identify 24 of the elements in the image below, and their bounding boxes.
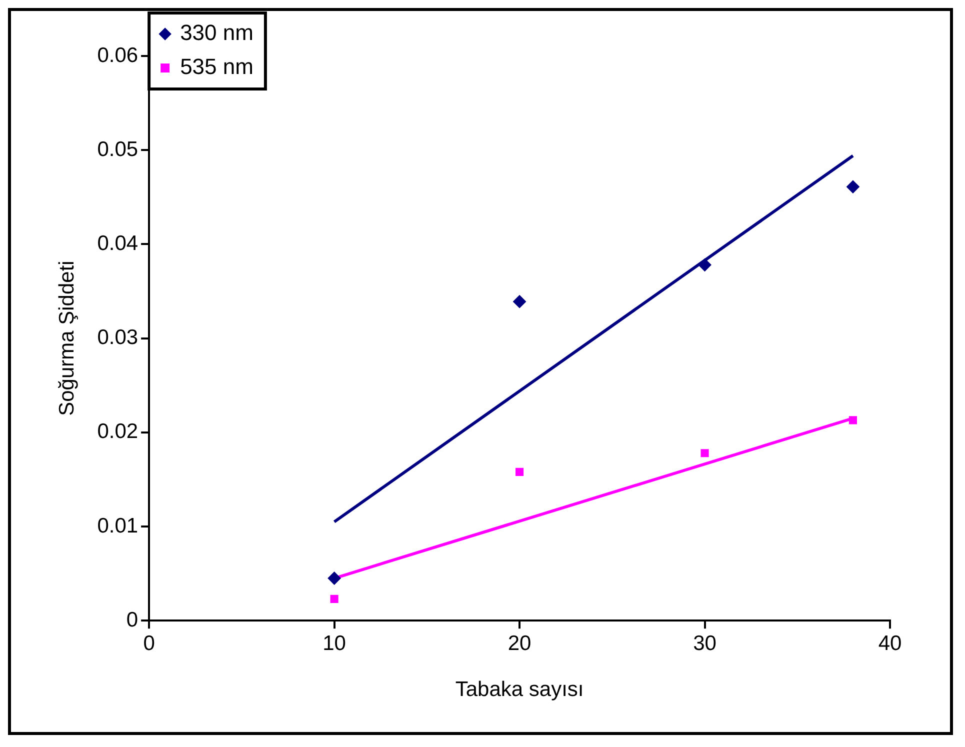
point [328, 572, 341, 585]
y-tick-label: 0.02 [97, 420, 138, 444]
legend-label: 330 nm [180, 20, 254, 46]
y-tick-label: 0 [126, 608, 138, 632]
y-tick-label: 0.04 [97, 232, 138, 255]
x-axis-title: Tabaka sayısı [455, 678, 584, 702]
x-tick-label: 0 [143, 632, 155, 655]
x-tick-label: 20 [508, 632, 532, 655]
x-tick-label: 30 [693, 632, 716, 655]
point [516, 468, 524, 476]
point [700, 449, 709, 458]
x-tick-label: 10 [322, 632, 346, 655]
x-tick-label: 40 [878, 632, 902, 655]
point [698, 258, 712, 272]
y-tick-label: 0.01 [97, 514, 138, 538]
y-tick-label: 0.06 [97, 44, 138, 67]
y-axis-title: Soğurma Şiddeti [55, 260, 78, 416]
legend-label: 535 nm [180, 54, 254, 80]
y-tick-label: 0.03 [97, 326, 138, 350]
point [848, 416, 857, 424]
point [330, 594, 338, 603]
point [846, 180, 860, 194]
y-tick-label: 0.05 [97, 138, 138, 161]
point [513, 295, 526, 308]
